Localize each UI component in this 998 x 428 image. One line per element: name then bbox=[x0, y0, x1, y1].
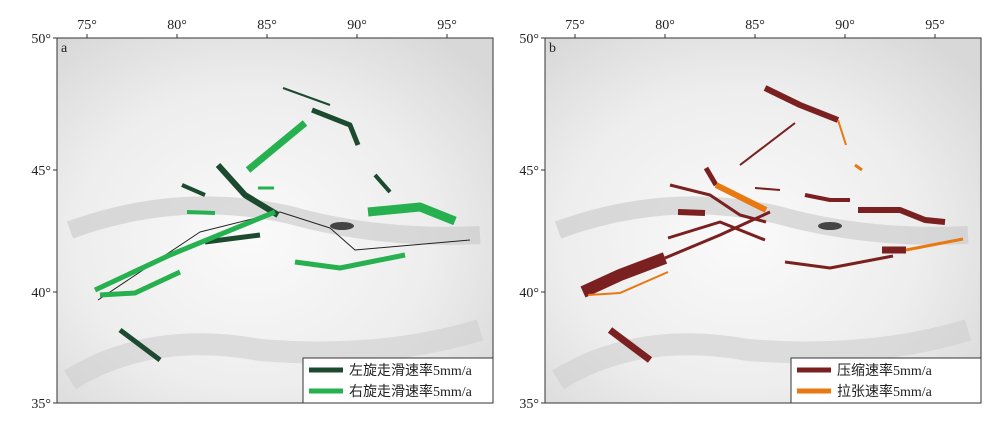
fault bbox=[367, 202, 457, 226]
fault bbox=[118, 328, 162, 362]
legend-box bbox=[790, 357, 982, 404]
legend-label: 右旋走滑速率5mm/a bbox=[349, 383, 473, 400]
fault bbox=[664, 210, 771, 260]
y-tick-label: 45° bbox=[31, 164, 51, 179]
legend-label: 拉张速率5mm/a bbox=[837, 383, 933, 400]
fault bbox=[245, 120, 308, 173]
fault bbox=[282, 87, 331, 106]
mountain-shade bbox=[554, 196, 969, 245]
y-tick-label: 40° bbox=[519, 286, 539, 301]
fault bbox=[714, 182, 768, 213]
x-tick-label: 90° bbox=[347, 18, 367, 33]
x-tick-label: 85° bbox=[745, 18, 765, 33]
fault bbox=[204, 232, 261, 245]
fault bbox=[854, 163, 863, 172]
fault bbox=[837, 119, 847, 146]
fault bbox=[580, 252, 668, 298]
fault bbox=[186, 210, 216, 215]
fault bbox=[804, 193, 850, 202]
panel-label: b bbox=[549, 41, 556, 56]
x-tick-label: 85° bbox=[257, 18, 277, 33]
legend-box bbox=[302, 357, 494, 404]
mountain-shade bbox=[64, 319, 484, 390]
legend-label: 左旋走滑速率5mm/a bbox=[349, 362, 473, 379]
x-tick-label: 80° bbox=[655, 18, 675, 33]
x-tick-label: 95° bbox=[925, 18, 945, 33]
fault bbox=[373, 173, 392, 194]
fault bbox=[858, 207, 946, 225]
fault bbox=[784, 254, 894, 270]
x-tick-label: 80° bbox=[167, 18, 187, 33]
lake bbox=[330, 222, 354, 230]
x-tick-label: 95° bbox=[437, 18, 457, 33]
legend-label: 压缩速率5mm/a bbox=[837, 362, 933, 379]
fault bbox=[905, 237, 964, 252]
fault bbox=[677, 209, 706, 216]
y-tick-label: 50° bbox=[519, 32, 539, 47]
fault bbox=[279, 211, 471, 251]
fault bbox=[99, 269, 182, 298]
mountain-shade bbox=[552, 319, 972, 390]
x-tick-label: 90° bbox=[835, 18, 855, 33]
fault bbox=[181, 183, 206, 197]
fault bbox=[754, 187, 781, 191]
y-tick-label: 50° bbox=[31, 32, 51, 47]
panel-b-map bbox=[544, 37, 982, 404]
panel-label: a bbox=[61, 41, 68, 56]
lake bbox=[818, 222, 842, 230]
fault bbox=[294, 252, 406, 271]
fault bbox=[667, 220, 766, 242]
fault bbox=[763, 85, 840, 123]
fault bbox=[215, 162, 280, 218]
y-tick-label: 40° bbox=[31, 286, 51, 301]
y-tick-label: 35° bbox=[519, 397, 539, 412]
fault bbox=[93, 209, 276, 293]
fault bbox=[739, 122, 796, 166]
fault bbox=[607, 327, 653, 363]
fault bbox=[311, 107, 361, 146]
fault bbox=[587, 271, 669, 296]
panel-a-map bbox=[56, 37, 494, 404]
fault bbox=[703, 166, 719, 187]
y-tick-label: 45° bbox=[519, 164, 539, 179]
x-tick-label: 75° bbox=[77, 18, 97, 33]
x-tick-label: 75° bbox=[565, 18, 585, 33]
y-tick-label: 35° bbox=[31, 397, 51, 412]
